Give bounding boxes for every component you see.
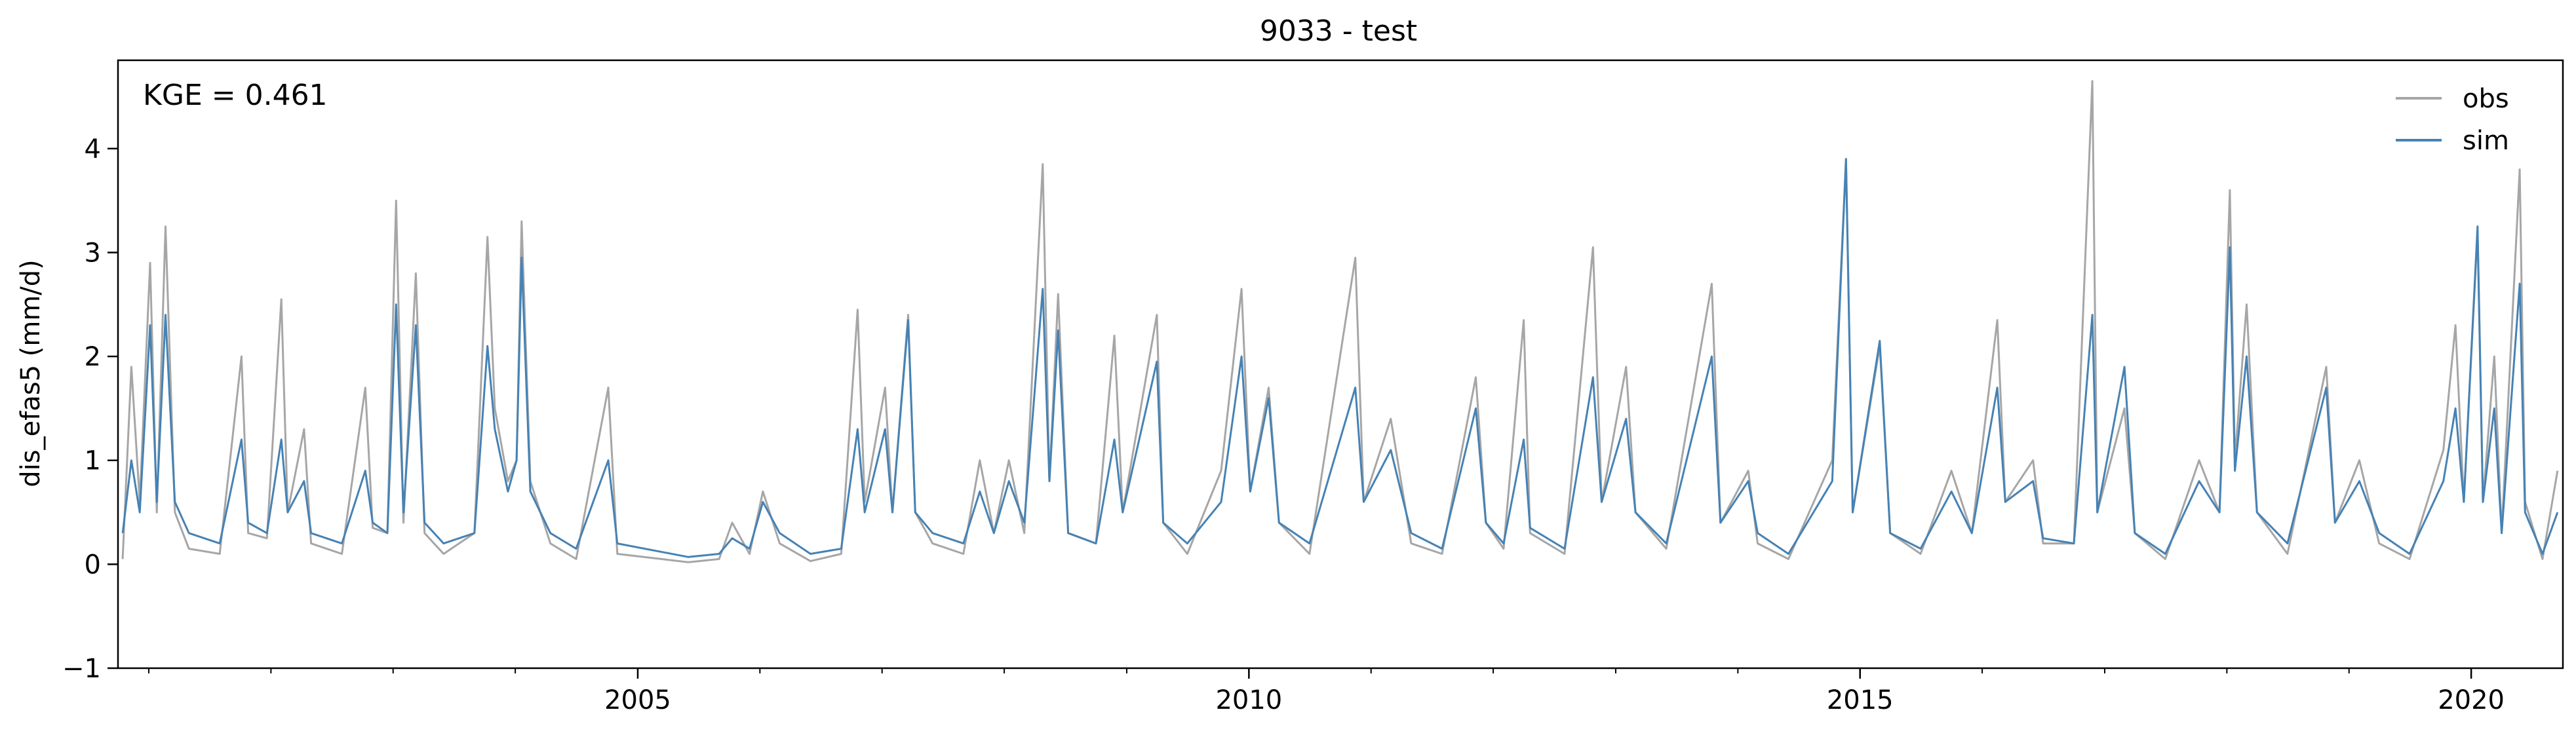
ticks-layer: 2005 2010 2015 2020 −1 0 1 2 3 4	[62, 134, 2505, 715]
x-tick-label-2015: 2015	[1827, 685, 1894, 715]
kge-annotation: KGE = 0.461	[143, 79, 328, 112]
legend: obs sim	[2396, 84, 2509, 156]
y-tick-label-3: 2	[85, 342, 101, 372]
x-tick-label-2020: 2020	[2438, 685, 2505, 715]
y-tick-label-4: 3	[85, 238, 101, 268]
series-line-obs	[121, 80, 2559, 563]
y-tick-label-5: 4	[85, 134, 101, 164]
y-tick-label-0: −1	[62, 654, 101, 684]
axes-layer	[117, 59, 2564, 669]
y-tick-label-2: 1	[85, 446, 101, 476]
plot-frame	[117, 59, 2564, 669]
series-layer	[121, 80, 2559, 563]
x-tick-label-2005: 2005	[604, 685, 671, 715]
x-tick-label-2010: 2010	[1215, 685, 1282, 715]
series-line-sim	[121, 158, 2559, 558]
y-axis-label: dis_efas5 (mm/d)	[16, 259, 46, 487]
legend-label-sim: sim	[2463, 126, 2509, 156]
y-tick-label-1: 0	[85, 550, 101, 580]
chart-title: 9033 - test	[1260, 14, 1417, 48]
legend-label-obs: obs	[2463, 84, 2509, 114]
